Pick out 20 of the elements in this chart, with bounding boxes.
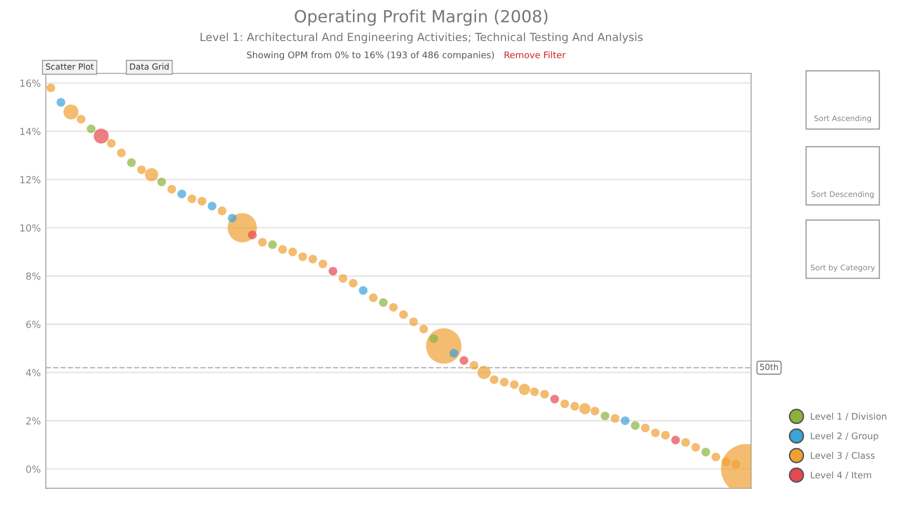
text: Data Grid bbox=[130, 63, 169, 70]
text: Showing OPM from 0% to 16% (193 of 486 companies) bbox=[247, 51, 494, 60]
text: Scatter Plot bbox=[46, 63, 94, 70]
legend-label: Level 4 / Item bbox=[810, 471, 872, 480]
y-tick-label: 4% bbox=[26, 368, 40, 376]
y-tick-label: 2% bbox=[26, 417, 40, 425]
y-tick-label: 6% bbox=[26, 320, 40, 328]
y-tick-label: 12% bbox=[20, 176, 40, 184]
y-tick-label: 16% bbox=[20, 79, 40, 87]
legend-label: Level 1 / Division bbox=[810, 412, 886, 420]
legend-label: Level 3 / Class bbox=[810, 452, 875, 460]
ref-line-label: 50th bbox=[760, 364, 778, 370]
text: Remove Filter bbox=[504, 51, 566, 58]
y-tick-label: 0% bbox=[26, 465, 40, 473]
y-tick-label: 8% bbox=[26, 272, 40, 280]
y-tick-label: 14% bbox=[20, 128, 40, 136]
y-tick-label: 10% bbox=[20, 224, 40, 232]
chart-title: Operating Profit Margin (2008) bbox=[294, 10, 548, 26]
chart-subtitle: Level 1: Architectural And Engineering Activities; Technical Testing And Analysis bbox=[200, 32, 643, 44]
legend-label: Level 2 / Group bbox=[810, 432, 878, 442]
